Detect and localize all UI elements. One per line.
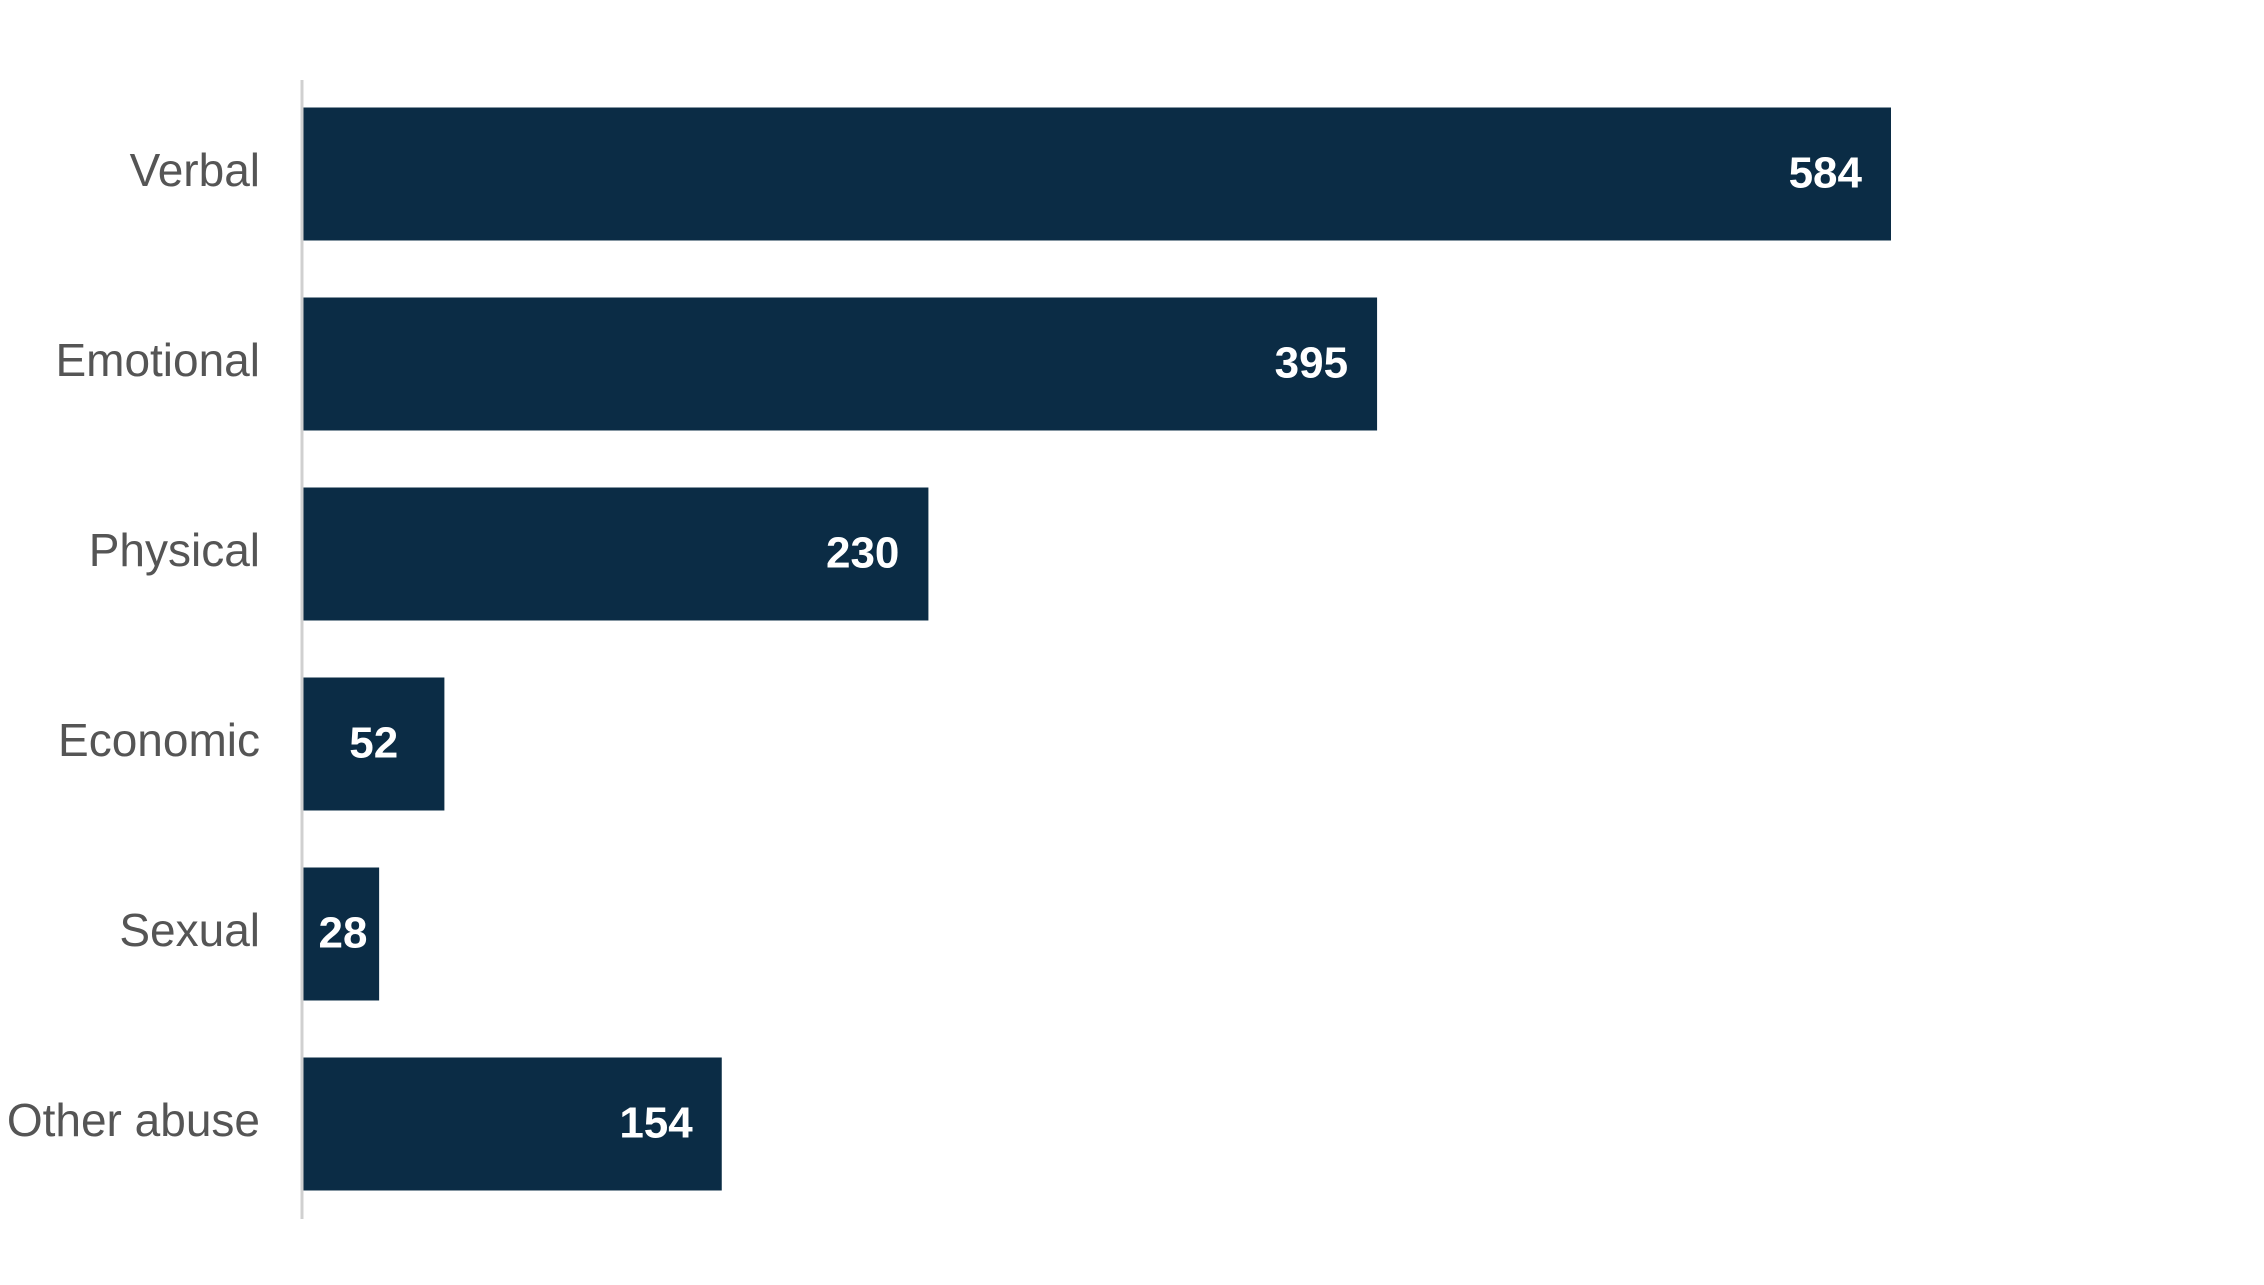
category-label: Physical (89, 524, 260, 576)
bar (303, 1057, 722, 1191)
bar (303, 677, 445, 811)
value-label: 230 (826, 529, 899, 578)
value-label: 154 (619, 1099, 693, 1148)
bar (303, 107, 1891, 241)
category-label: Other abuse (7, 1094, 260, 1146)
bar (303, 297, 1378, 431)
value-label: 52 (349, 719, 398, 768)
category-label: Sexual (119, 904, 260, 956)
bar (303, 487, 929, 621)
category-label: Verbal (130, 144, 260, 196)
category-label: Emotional (55, 334, 260, 386)
value-label: 28 (319, 909, 368, 958)
value-label: 395 (1275, 339, 1348, 388)
bar (303, 867, 380, 1001)
category-label: Economic (58, 714, 260, 766)
value-label: 584 (1789, 149, 1863, 198)
